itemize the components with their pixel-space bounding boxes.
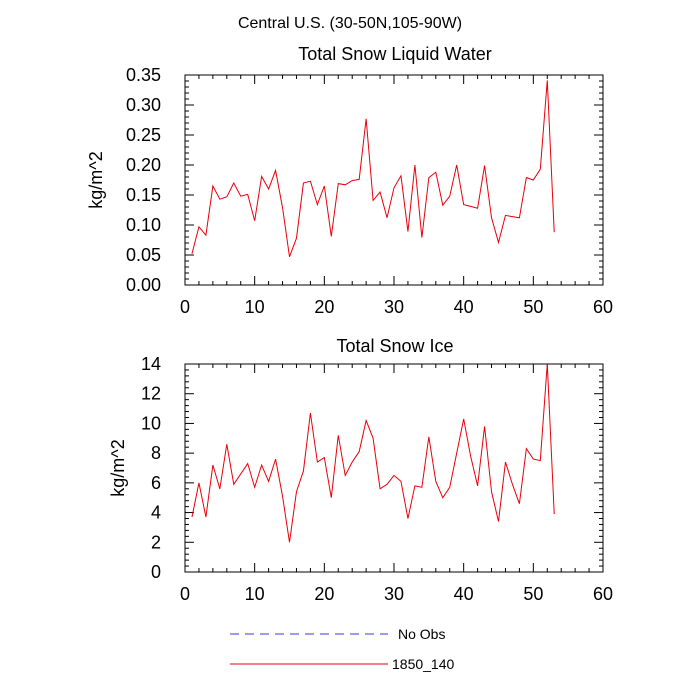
legend: No Obs 1850_140 <box>230 626 455 672</box>
x-tick-label: 40 <box>454 297 474 317</box>
x-tick-label: 0 <box>180 297 190 317</box>
y-axis-label-snow-liquid-water: kg/m^2 <box>86 151 106 208</box>
y-tick-label: 0.15 <box>126 185 161 205</box>
y-axis-label-snow-ice: kg/m^2 <box>108 439 128 496</box>
x-tick-label: 40 <box>454 584 474 604</box>
y-tick-label: 0.35 <box>126 65 161 85</box>
y-tick-label: 8 <box>151 443 161 463</box>
x-tick-label: 10 <box>245 584 265 604</box>
panel-snow-ice: Total Snow Ice kg/m^2 0 10 20 30 40 50 60 0 2 4 6 8… <box>108 336 613 604</box>
x-tick-label: 60 <box>593 297 613 317</box>
y-tick-label: 10 <box>141 413 161 433</box>
panel-snow-liquid-water: Total Snow Liquid Water kg/m^2 0 10 20 30 40… <box>86 44 613 317</box>
plot-frame-snow-ice <box>184 363 604 573</box>
panel-title-snow-liquid-water: Total Snow Liquid Water <box>298 44 491 64</box>
y-tick-label: 4 <box>151 503 161 523</box>
x-tick-label: 60 <box>593 584 613 604</box>
x-tick-label: 50 <box>523 297 543 317</box>
y-tick-label: 0.20 <box>126 155 161 175</box>
y-tick-label: 0.30 <box>126 95 161 115</box>
y-tick-label: 0.05 <box>126 245 161 265</box>
x-tick-label: 50 <box>523 584 543 604</box>
y-tick-label: 0 <box>151 562 161 582</box>
x-tick-label: 20 <box>314 297 334 317</box>
x-tick-label: 30 <box>384 297 404 317</box>
series-line-snow-liquid-water <box>191 80 555 257</box>
x-tick-label: 30 <box>384 584 404 604</box>
legend-entry-1850-140: 1850_140 <box>230 656 455 672</box>
y-tick-label: 0.10 <box>126 215 161 235</box>
figure-suptitle: Central U.S. (30-50N,105-90W) <box>238 15 462 32</box>
x-tick-label: 10 <box>245 297 265 317</box>
y-tick-label: 0.00 <box>126 275 161 295</box>
y-tick-label: 6 <box>151 473 161 493</box>
legend-label-no-obs: No Obs <box>398 626 445 642</box>
panel-title-snow-ice: Total Snow Ice <box>336 336 453 356</box>
y-tick-label: 14 <box>141 354 161 374</box>
series-line-snow-ice <box>191 363 555 543</box>
x-tick-label: 20 <box>314 584 334 604</box>
plot-frame-snow-liquid-water <box>184 74 604 286</box>
legend-entry-no-obs: No Obs <box>230 626 445 642</box>
y-tick-label: 2 <box>151 532 161 552</box>
legend-label-1850-140: 1850_140 <box>392 656 455 672</box>
y-tick-label: 0.25 <box>126 125 161 145</box>
y-tick-label: 12 <box>141 384 161 404</box>
x-tick-label: 0 <box>180 584 190 604</box>
